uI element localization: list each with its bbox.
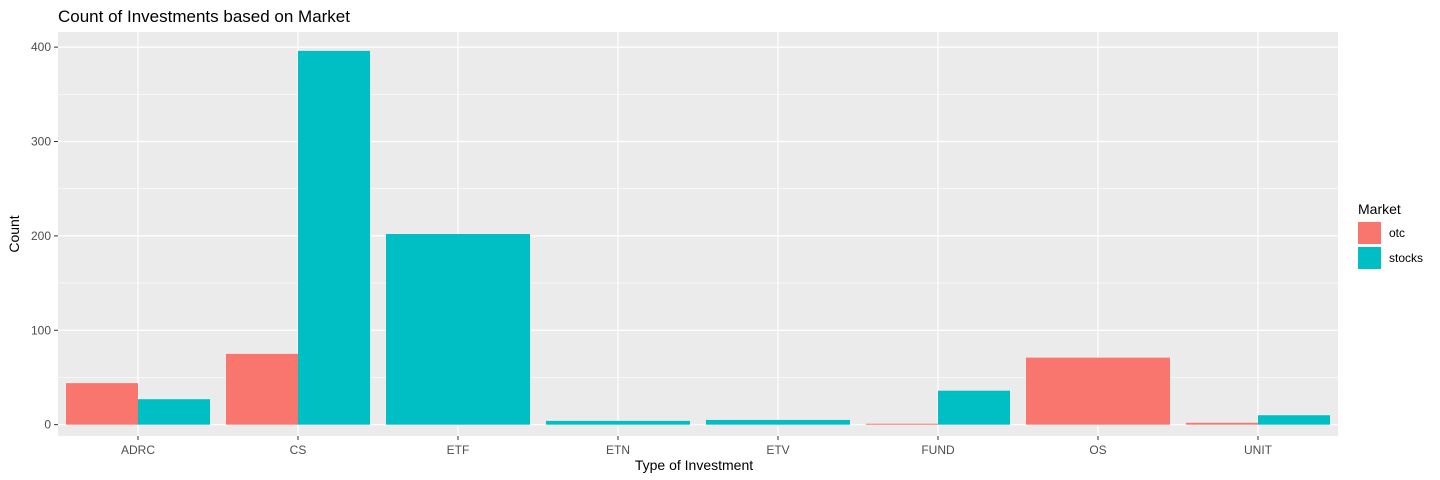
x-tick-label: ETV (766, 443, 789, 457)
bar-otc-fund (866, 423, 938, 425)
bar-stocks-etv (706, 419, 850, 425)
y-axis-title: Count (6, 215, 22, 252)
bar-stocks-unit (1258, 415, 1330, 425)
bars (66, 50, 1330, 425)
bar-otc-cs (226, 353, 298, 425)
legend-label-otc: otc (1389, 226, 1405, 240)
x-tick-label: UNIT (1244, 443, 1273, 457)
legend-title: Market (1358, 201, 1401, 217)
y-axis: 0 100 200 300 400 (31, 40, 58, 432)
x-tick-label: ADRC (121, 443, 155, 457)
x-axis: ADRC CS ETF ETN ETV FUND OS UNIT (121, 436, 1273, 457)
x-tick-label: ETN (606, 443, 630, 457)
y-tick-label: 0 (44, 418, 51, 432)
x-tick-label: ETF (447, 443, 470, 457)
bar-stocks-etn (546, 420, 690, 425)
legend-key-stocks (1358, 247, 1381, 269)
legend-key-otc (1358, 222, 1381, 244)
y-tick-label: 400 (31, 40, 51, 54)
bar-stocks-adrc (138, 399, 210, 425)
bar-otc-os (1026, 357, 1170, 425)
bar-stocks-fund (938, 390, 1010, 425)
x-axis-title: Type of Investment (635, 457, 753, 473)
bar-otc-adrc (66, 383, 138, 425)
bar-stocks-cs (298, 50, 370, 425)
x-tick-label: OS (1089, 443, 1106, 457)
y-tick-label: 200 (31, 229, 51, 243)
bar-otc-unit (1186, 422, 1258, 425)
y-tick-label: 100 (31, 323, 51, 337)
chart-title: Count of Investments based on Market (58, 7, 350, 26)
legend: Market otc stocks (1358, 201, 1423, 269)
bar-stocks-etf (386, 234, 530, 425)
x-tick-label: CS (290, 443, 307, 457)
y-tick-label: 300 (31, 134, 51, 148)
legend-label-stocks: stocks (1389, 251, 1423, 265)
x-tick-label: FUND (921, 443, 955, 457)
